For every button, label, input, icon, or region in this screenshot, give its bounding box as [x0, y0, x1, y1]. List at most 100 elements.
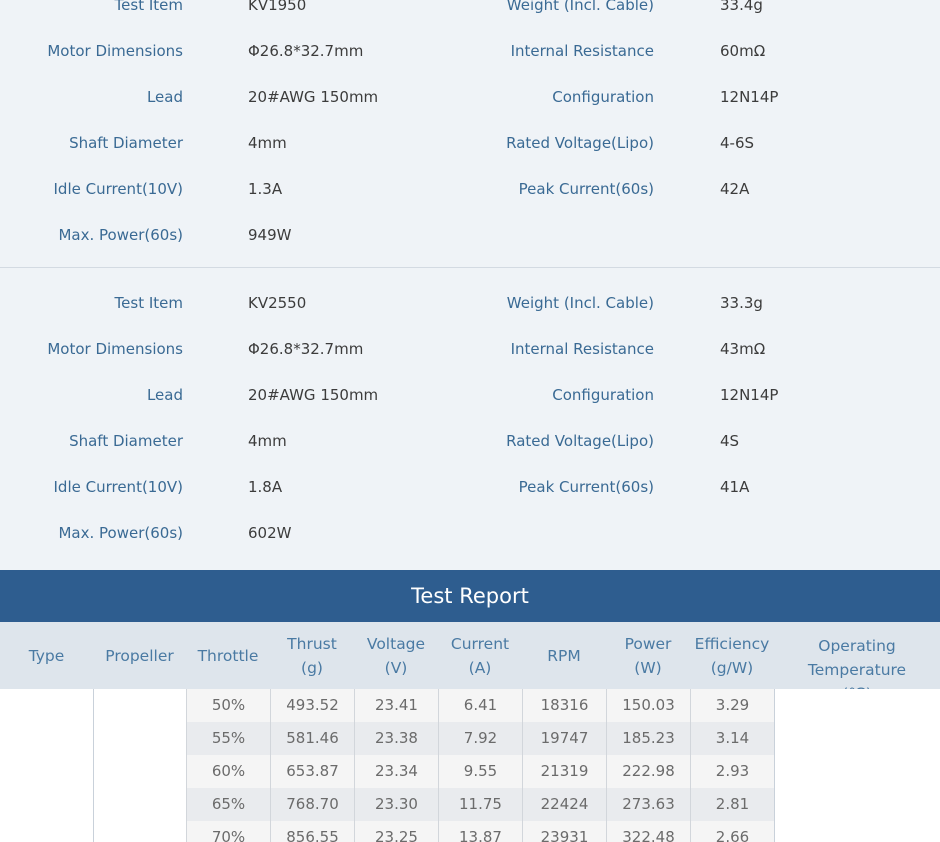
column-header-throttle: Throttle	[186, 622, 270, 689]
table-cell-power: 185.23	[606, 722, 690, 755]
spec-row: Motor Dimensions Φ26.8*32.7mm Internal Res…	[0, 326, 940, 372]
table-cell-voltage: 23.34	[354, 755, 438, 788]
spec-label: Internal Resistance	[510, 340, 654, 358]
table-row: 50% 493.52 23.41 6.41 18316 150.03 3.29	[186, 689, 774, 722]
table-cell-current: 6.41	[438, 689, 522, 722]
column-header-text: Voltage	[366, 634, 426, 653]
table-cell-voltage: 23.38	[354, 722, 438, 755]
table-row: 70% 856.55 23.25 13.87 23931 322.48 2.66	[186, 821, 774, 842]
spec-label: Test Item	[114, 0, 183, 14]
column-header-text: Temperature	[807, 660, 907, 679]
table-cell-throttle: 60%	[186, 755, 270, 788]
table-cell-power: 150.03	[606, 689, 690, 722]
spec-value: 20#AWG 150mm	[248, 386, 379, 404]
table-cell-current: 9.55	[438, 755, 522, 788]
spec-label: Internal Resistance	[510, 42, 654, 60]
column-divider	[93, 689, 94, 842]
table-cell-efficiency: 2.93	[690, 755, 774, 788]
column-header-text: Efficiency	[694, 634, 770, 653]
spec-row: Test Item KV1950 Weight (Incl. Cable) 33.4g	[0, 0, 940, 28]
table-cell-thrust: 493.52	[270, 689, 354, 722]
spec-value: KV2550	[248, 294, 307, 312]
spec-section-kv1950: Test Item KV1950 Weight (Incl. Cable) 33.4g…	[0, 0, 940, 267]
test-report-table-body: 50% 493.52 23.41 6.41 18316 150.03 3.29 55% 581.…	[0, 689, 940, 842]
spec-row: Shaft Diameter 4mm Rated Voltage(Lipo) 4-6S	[0, 120, 940, 166]
column-header-voltage: Voltage (V)	[354, 622, 438, 689]
spec-label: Rated Voltage(Lipo)	[506, 134, 654, 152]
column-header-current: Current (A)	[438, 622, 522, 689]
spec-section-kv2550: Test Item KV2550 Weight (Incl. Cable) 33.3g…	[0, 268, 940, 570]
table-cell-efficiency: 2.66	[690, 821, 774, 842]
spec-value: 41A	[720, 478, 750, 496]
table-cell-thrust: 581.46	[270, 722, 354, 755]
spec-value: 4S	[720, 432, 740, 450]
spec-label: Peak Current(60s)	[518, 180, 654, 198]
spec-value: 43mΩ	[720, 340, 766, 358]
spec-row: Idle Current(10V) 1.8A Peak Current(60s) 41…	[0, 464, 940, 510]
table-cell-rpm: 18316	[522, 689, 606, 722]
spec-value: 949W	[248, 226, 292, 244]
spec-value: 4mm	[248, 432, 287, 450]
spec-label: Lead	[146, 386, 183, 404]
spec-value: 1.8A	[248, 478, 283, 496]
table-cell-throttle: 55%	[186, 722, 270, 755]
spec-value: 12N14P	[720, 88, 779, 106]
spec-row: Motor Dimensions Φ26.8*32.7mm Internal Res…	[0, 28, 940, 74]
column-header-text: Power	[624, 634, 672, 653]
table-cell-throttle: 65%	[186, 788, 270, 821]
column-header-text: RPM	[547, 646, 581, 665]
column-header-text: (A)	[468, 658, 492, 677]
table-cell-efficiency: 3.29	[690, 689, 774, 722]
table-cell-efficiency: 2.81	[690, 788, 774, 821]
spec-label: Max. Power(60s)	[58, 524, 183, 542]
section-divider	[0, 267, 940, 268]
spec-value: 602W	[248, 524, 292, 542]
spec-value: 4-6S	[720, 134, 755, 152]
table-row: 65% 768.70 23.30 11.75 22424 273.63 2.81	[186, 788, 774, 821]
spec-value: 33.4g	[720, 0, 763, 14]
table-cell-power: 222.98	[606, 755, 690, 788]
column-header-rpm: RPM	[522, 622, 606, 689]
spec-label: Motor Dimensions	[47, 340, 183, 358]
table-cell-rpm: 19747	[522, 722, 606, 755]
table-cell-current: 11.75	[438, 788, 522, 821]
table-cell-efficiency: 3.14	[690, 722, 774, 755]
column-header-efficiency: Efficiency (g/W)	[690, 622, 774, 689]
spec-value: 4mm	[248, 134, 287, 152]
table-cell-power: 322.48	[606, 821, 690, 842]
table-cell-voltage: 23.30	[354, 788, 438, 821]
spec-label: Peak Current(60s)	[518, 478, 654, 496]
table-cell-throttle: 50%	[186, 689, 270, 722]
spec-value: 1.3A	[248, 180, 283, 198]
column-header-text: (g/W)	[710, 658, 754, 677]
column-header-text: Thrust	[287, 634, 337, 653]
table-row: 55% 581.46 23.38 7.92 19747 185.23 3.14	[186, 722, 774, 755]
spec-label: Shaft Diameter	[69, 134, 183, 152]
column-header-text: Operating	[818, 636, 896, 655]
spec-label: Weight (Incl. Cable)	[506, 294, 654, 312]
spec-label: Configuration	[552, 88, 654, 106]
column-header-text: (V)	[384, 658, 408, 677]
table-cell-throttle: 70%	[186, 821, 270, 842]
table-row: 60% 653.87 23.34 9.55 21319 222.98 2.93	[186, 755, 774, 788]
spec-value: 12N14P	[720, 386, 779, 404]
spec-label: Rated Voltage(Lipo)	[506, 432, 654, 450]
table-cell-voltage: 23.41	[354, 689, 438, 722]
table-cell-rpm: 21319	[522, 755, 606, 788]
column-header-type: Type	[0, 622, 93, 689]
table-cell-current: 7.92	[438, 722, 522, 755]
spec-value: Φ26.8*32.7mm	[248, 340, 364, 358]
spec-value: 60mΩ	[720, 42, 766, 60]
spec-value: 33.3g	[720, 294, 763, 312]
spec-row: Shaft Diameter 4mm Rated Voltage(Lipo) 4S	[0, 418, 940, 464]
table-cell-rpm: 23931	[522, 821, 606, 842]
spec-row: Lead 20#AWG 150mm Configuration 12N14P	[0, 372, 940, 418]
table-cell-thrust: 768.70	[270, 788, 354, 821]
table-cell-rpm: 22424	[522, 788, 606, 821]
column-header-text: Current	[450, 634, 510, 653]
spec-value: 20#AWG 150mm	[248, 88, 379, 106]
column-header-thrust: Thrust (g)	[270, 622, 354, 689]
test-report-table-header: Type Propeller Throttle Thrust (g) Voltage (V)…	[0, 622, 940, 703]
spec-row: Idle Current(10V) 1.3A Peak Current(60s) 42…	[0, 166, 940, 212]
table-cell-current: 13.87	[438, 821, 522, 842]
